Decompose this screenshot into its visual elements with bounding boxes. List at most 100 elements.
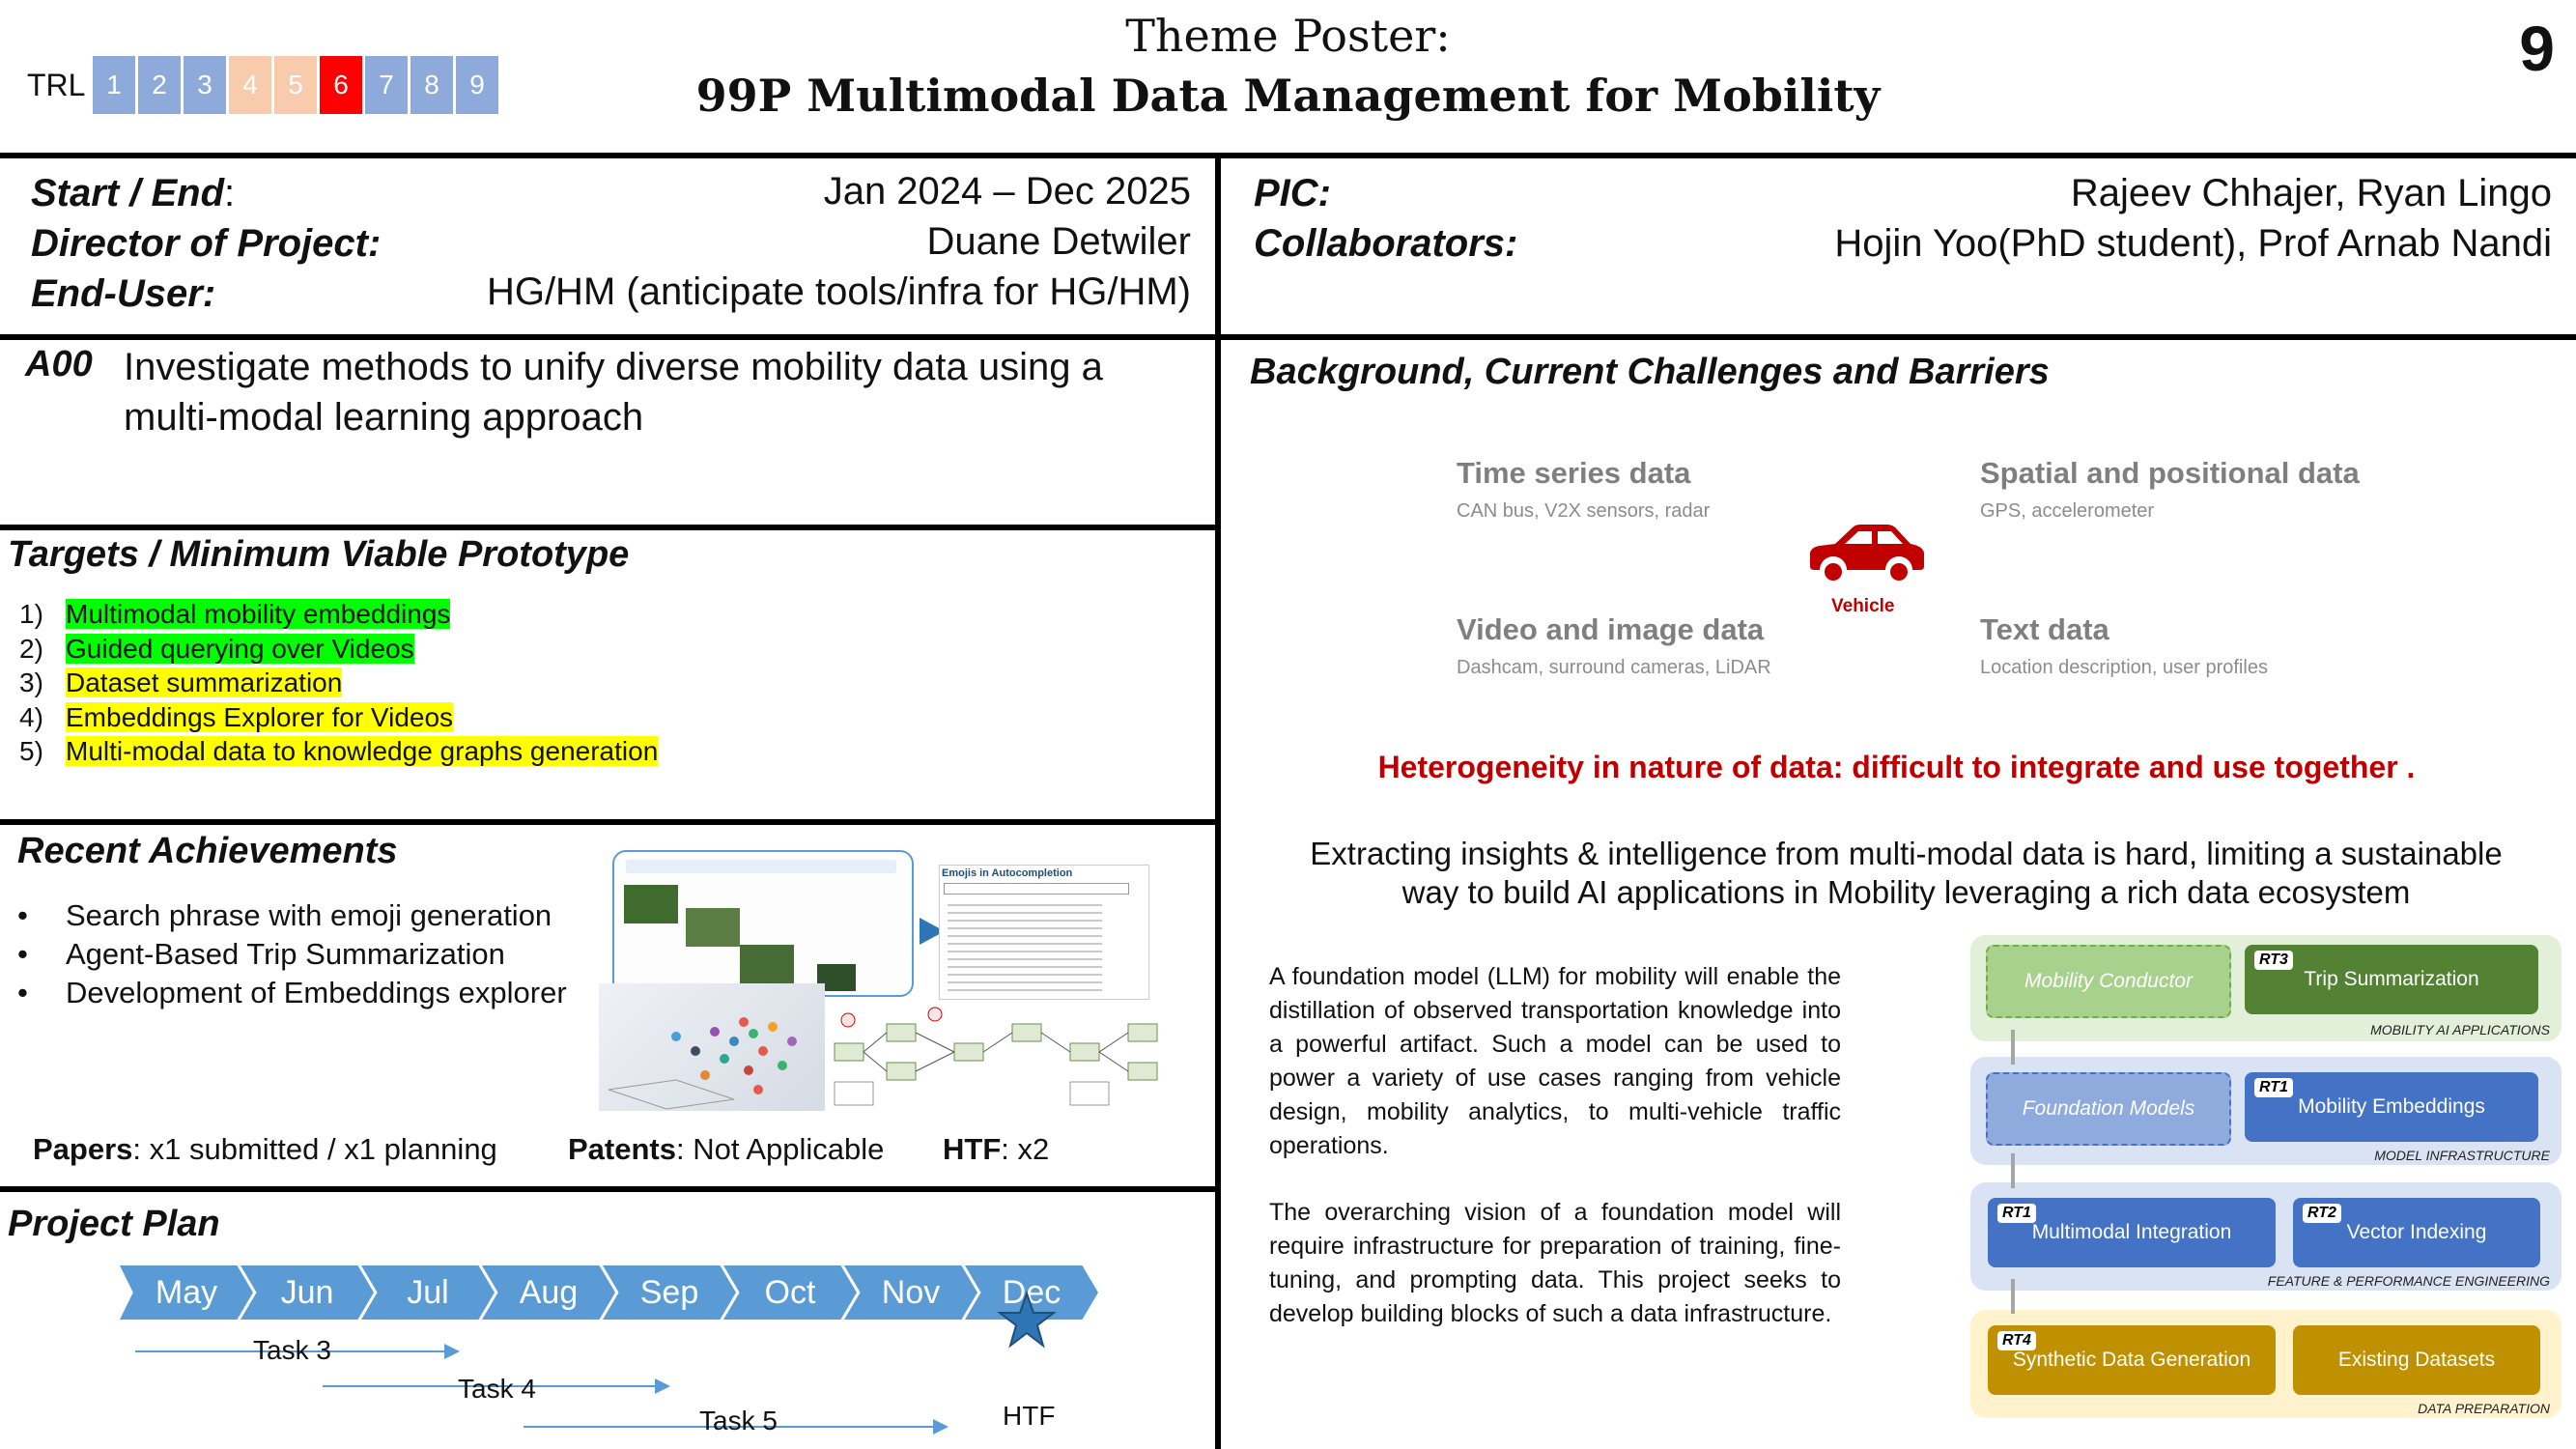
task4-arrow xyxy=(323,1378,670,1394)
achievement-text: Development of Embeddings explorer xyxy=(66,976,567,1009)
objective-line2: multi-modal learning approach xyxy=(124,396,644,439)
achievement-item: • Development of Embeddings explorer xyxy=(17,976,567,1010)
achievements-divider xyxy=(0,1186,1219,1192)
insight-line1: Extracting insights & intelligence from … xyxy=(1310,836,2503,871)
achievement-text: Agent-Based Trip Summarization xyxy=(66,937,505,971)
milestone-label: HTF xyxy=(1003,1401,1056,1431)
background-title: Background, Current Challenges and Barri… xyxy=(1250,352,2050,392)
target-item: 2) Guided querying over Videos xyxy=(19,633,414,665)
trl-level-4: 4 xyxy=(229,56,271,114)
connector-1 xyxy=(2011,1030,2015,1065)
poster-title-line1: Theme Poster: xyxy=(1125,10,1451,62)
category-video-title: Video and image data xyxy=(1457,612,1765,646)
month-may: May xyxy=(120,1265,253,1320)
vector-indexing-block: RT2 Vector Indexing xyxy=(2293,1198,2540,1267)
task4-label: Task 4 xyxy=(458,1374,536,1404)
target-number: 3) xyxy=(19,668,43,697)
target-number: 1) xyxy=(19,599,43,629)
start-end-label: Start / End: xyxy=(31,172,236,214)
achievements-title: Recent Achievements xyxy=(17,831,398,871)
target-text: Guided querying over Videos xyxy=(66,633,414,664)
vehicle-label: Vehicle xyxy=(1831,596,1895,616)
category-spatial-sub: GPS, accelerometer xyxy=(1980,500,2155,522)
target-text: Multi-modal data to knowledge graphs gen… xyxy=(66,736,659,766)
trl-level-9: 9 xyxy=(456,56,498,114)
header-divider xyxy=(0,153,2576,158)
task3-label: Task 3 xyxy=(253,1335,331,1365)
objective-line1: Investigate methods to unify diverse mob… xyxy=(124,346,1103,388)
layer-applications-caption: MOBILITY AI APPLICATIONS xyxy=(2370,1022,2550,1037)
category-text-title: Text data xyxy=(1980,612,2109,646)
existing-datasets-block: Existing Datasets xyxy=(2293,1325,2540,1395)
page-number: 9 xyxy=(2519,13,2555,84)
agent-flow-screenshot xyxy=(829,1005,1196,1111)
month-aug: Aug xyxy=(482,1265,615,1320)
director-label: Director of Project: xyxy=(31,222,382,265)
achievement-item: • Search phrase with emoji generation xyxy=(17,898,552,933)
end-user-label: End-User: xyxy=(31,272,216,315)
insight-line2: way to build AI applications in Mobility… xyxy=(1401,874,2411,910)
layer-model-infra-caption: MODEL INFRASTRUCTURE xyxy=(2374,1148,2550,1163)
target-item: 4) Embeddings Explorer for Videos xyxy=(19,701,454,733)
category-video-sub: Dashcam, surround cameras, LiDAR xyxy=(1457,657,1771,678)
objective-divider xyxy=(0,525,1219,530)
task3-arrow xyxy=(135,1344,460,1359)
trl-level-8: 8 xyxy=(410,56,453,114)
htf-info: HTF: x2 xyxy=(943,1132,1050,1166)
trl-level-1: 1 xyxy=(93,56,135,114)
target-item: 5) Multi-modal data to knowledge graphs g… xyxy=(19,736,659,767)
achievement-text: Search phrase with emoji generation xyxy=(66,898,552,932)
month-nov: Nov xyxy=(844,1265,977,1320)
pic-label: PIC: xyxy=(1254,172,1331,214)
synthetic-data-generation-block: RT4 Synthetic Data Generation xyxy=(1988,1325,2276,1395)
foundation-models-block: Foundation Models xyxy=(1986,1072,2231,1146)
category-text-sub: Location description, user profiles xyxy=(1980,657,2268,678)
connector-3 xyxy=(2011,1279,2015,1314)
trl-label: TRL xyxy=(27,68,86,102)
layer-feature-engineering-caption: FEATURE & PERFORMANCE ENGINEERING xyxy=(2267,1273,2550,1289)
target-text: Dataset summarization xyxy=(66,668,343,697)
bullet-icon: • xyxy=(17,898,28,932)
embeddings-explorer-screenshot xyxy=(599,983,825,1111)
emoji-autocomplete-caption: Emojis in Autocompletion xyxy=(942,867,1073,879)
category-time-series-sub: CAN bus, V2X sensors, radar xyxy=(1457,500,1711,522)
trip-summarization-block: RT3 Trip Summarization xyxy=(2245,945,2538,1014)
plan-title: Project Plan xyxy=(8,1204,220,1244)
emoji-autocomplete-screenshot: Emojis in Autocompletion xyxy=(939,865,1149,1000)
poster-title-line2: 99P Multimodal Data Management for Mobil… xyxy=(695,70,1881,122)
patents-info: Patents: Not Applicable xyxy=(568,1132,885,1166)
target-item: 3) Dataset summarization xyxy=(19,668,343,698)
director-value: Duane Detwiler xyxy=(926,220,1191,263)
collaborators-value: Hojin Yoo(PhD student), Prof Arnab Nandi xyxy=(1834,222,2552,265)
bullet-icon: • xyxy=(17,937,28,971)
task5-arrow xyxy=(524,1419,948,1435)
category-time-series-title: Time series data xyxy=(1457,456,1691,490)
workflow-graph-icon xyxy=(834,1007,1158,1106)
connector-2 xyxy=(2011,1153,2015,1188)
month-jul: Jul xyxy=(361,1265,495,1320)
trl-level-7: 7 xyxy=(365,56,408,114)
target-text: Multimodal mobility embeddings xyxy=(66,599,451,629)
embedding-scatter-icon xyxy=(608,1017,797,1110)
trl-level-3: 3 xyxy=(184,56,226,114)
mobility-conductor-block: Mobility Conductor xyxy=(1986,945,2231,1018)
foundation-model-paragraph: A foundation model (LLM) for mobility wi… xyxy=(1269,963,1841,1159)
month-sep: Sep xyxy=(603,1265,736,1320)
target-number: 4) xyxy=(19,701,43,732)
milestone-star-icon xyxy=(997,1291,1057,1349)
target-text: Embeddings Explorer for Videos xyxy=(66,701,454,732)
collaborators-label: Collaborators: xyxy=(1254,222,1518,265)
month-oct: Oct xyxy=(723,1265,857,1320)
center-divider xyxy=(1215,155,1221,1449)
infrastructure-paragraph: The overarching vision of a foundation m… xyxy=(1269,1199,1841,1327)
category-spatial-title: Spatial and positional data xyxy=(1980,456,2360,490)
trl-level-6: 6 xyxy=(320,56,362,114)
trl-level-5: 5 xyxy=(274,56,317,114)
multimodal-integration-block: RT1 Multimodal Integration xyxy=(1988,1198,2276,1267)
info-divider xyxy=(0,334,2576,340)
bullet-icon: • xyxy=(17,976,28,1009)
month-jun: Jun xyxy=(241,1265,374,1320)
papers-info: Papers: x1 submitted / x1 planning xyxy=(33,1132,497,1166)
target-number: 5) xyxy=(19,736,43,766)
end-user-value: HG/HM (anticipate tools/infra for HG/HM) xyxy=(486,270,1191,313)
